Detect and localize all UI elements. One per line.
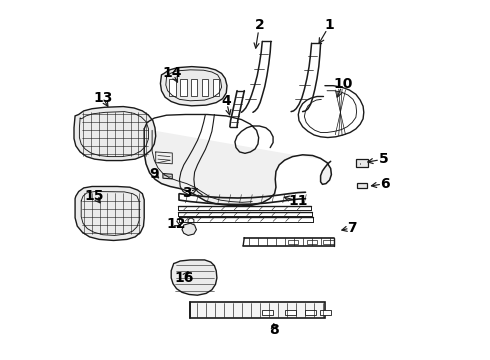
FancyBboxPatch shape	[180, 79, 187, 96]
Text: 12: 12	[167, 217, 186, 231]
Polygon shape	[163, 174, 172, 179]
Polygon shape	[171, 260, 217, 295]
Polygon shape	[182, 223, 196, 235]
Polygon shape	[144, 129, 331, 206]
FancyBboxPatch shape	[288, 240, 298, 244]
Text: 7: 7	[347, 221, 357, 234]
Text: 5: 5	[379, 152, 389, 166]
Text: 1: 1	[325, 18, 335, 32]
FancyBboxPatch shape	[170, 79, 176, 96]
FancyBboxPatch shape	[323, 240, 334, 244]
Polygon shape	[75, 186, 144, 240]
Polygon shape	[74, 107, 156, 161]
Text: 8: 8	[269, 324, 279, 337]
Text: 9: 9	[149, 167, 159, 180]
FancyBboxPatch shape	[262, 310, 273, 315]
Text: 13: 13	[93, 91, 113, 105]
Text: 3: 3	[183, 186, 192, 199]
Polygon shape	[160, 67, 227, 106]
FancyBboxPatch shape	[213, 79, 219, 96]
Text: 4: 4	[221, 94, 231, 108]
FancyBboxPatch shape	[190, 302, 325, 318]
Text: 15: 15	[85, 189, 104, 203]
Text: 10: 10	[333, 77, 353, 90]
Text: 11: 11	[289, 194, 308, 208]
FancyBboxPatch shape	[320, 310, 331, 315]
Text: 6: 6	[381, 177, 390, 190]
Text: 16: 16	[174, 271, 194, 285]
FancyBboxPatch shape	[307, 240, 317, 244]
Text: 2: 2	[254, 18, 264, 32]
Text: 14: 14	[163, 66, 182, 80]
FancyBboxPatch shape	[191, 79, 197, 96]
FancyBboxPatch shape	[202, 79, 208, 96]
Polygon shape	[356, 159, 368, 167]
FancyBboxPatch shape	[305, 310, 316, 315]
FancyBboxPatch shape	[285, 310, 296, 315]
Polygon shape	[357, 183, 368, 188]
